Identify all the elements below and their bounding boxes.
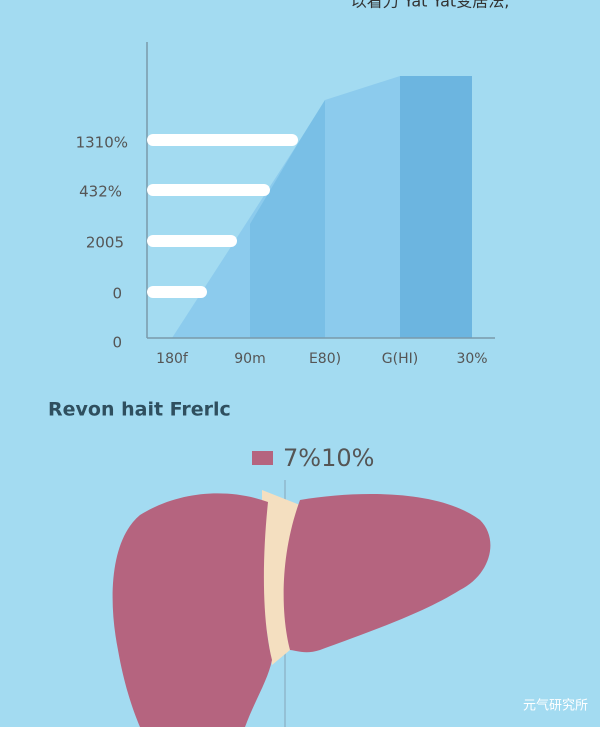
x-label: E80) xyxy=(309,351,341,367)
bar xyxy=(147,134,298,146)
bar xyxy=(147,286,207,298)
x-label: 90m xyxy=(234,351,265,367)
header-title: 以看刀 Yat Yat变居法, xyxy=(351,0,510,11)
y-label: 0 xyxy=(112,334,122,352)
x-label: 30% xyxy=(456,351,487,367)
bar xyxy=(147,184,270,196)
x-label: G(HI) xyxy=(382,351,418,367)
y-label: 1310% xyxy=(76,134,128,152)
section-title: Revon hait Frerlc xyxy=(48,399,231,421)
liver-right-lobe xyxy=(283,494,491,653)
area-band xyxy=(250,100,325,338)
legend-swatch xyxy=(252,451,273,465)
y-label: 0 xyxy=(112,285,122,303)
area-band xyxy=(400,76,472,338)
watermark: 元气研究所 xyxy=(523,698,588,714)
y-label: 432% xyxy=(79,183,122,201)
y-label: 2005 xyxy=(86,234,124,252)
liver-left-lobe xyxy=(112,493,272,727)
x-label: 180f xyxy=(156,351,189,367)
bar xyxy=(147,235,237,247)
legend-label: 7%10% xyxy=(283,444,374,472)
